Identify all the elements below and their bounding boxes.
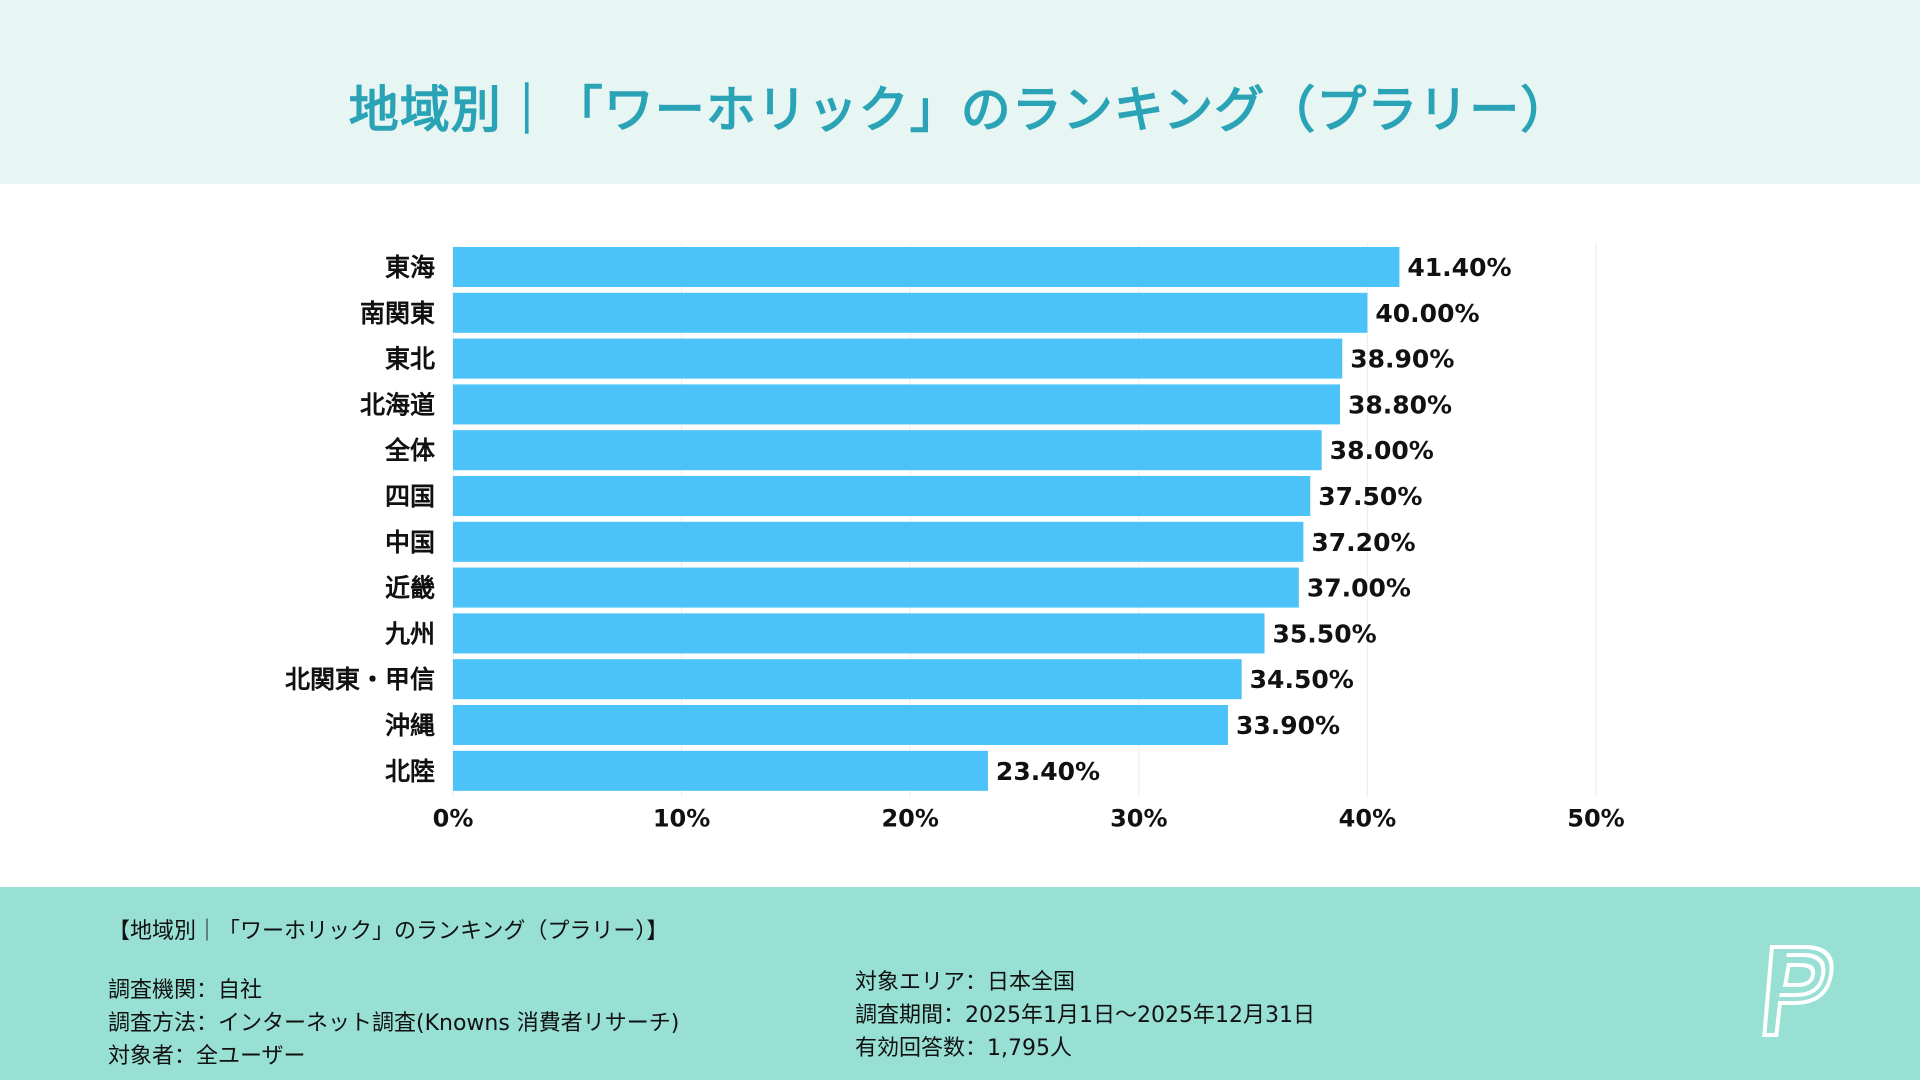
bar <box>453 613 1265 654</box>
brand-logo-icon <box>1762 945 1834 1037</box>
category-label: 沖縄 <box>385 711 435 740</box>
x-tick-label: 0% <box>433 805 474 833</box>
data-label: 23.40% <box>996 757 1100 786</box>
x-tick-label: 10% <box>653 805 710 833</box>
data-label: 38.90% <box>1350 345 1454 374</box>
data-label: 41.40% <box>1407 253 1511 282</box>
category-label: 全体 <box>384 436 436 465</box>
chart-title: 地域別｜「ワーホリック」のランキング（プラリー） <box>348 81 1572 139</box>
bar <box>453 247 1400 287</box>
data-label: 37.50% <box>1318 482 1422 511</box>
footer-right-2: 調査期間：2025年1月1日〜2025年12月31日 <box>855 1003 1315 1028</box>
x-tick-label: 50% <box>1567 805 1624 833</box>
data-label: 38.80% <box>1348 390 1452 419</box>
footer-left-2: 調査方法：インターネット調査(Knowns 消費者リサーチ) <box>108 1011 680 1036</box>
bar <box>453 521 1304 562</box>
footer: 【地域別｜「ワーホリック」のランキング（プラリー）】 調査機関：自社 調査方法：… <box>0 887 1920 1080</box>
category-label: 四国 <box>385 482 435 511</box>
bar <box>453 384 1340 425</box>
category-label: 北陸 <box>385 757 435 786</box>
category-label: 南関東 <box>360 299 435 328</box>
category-label: 九州 <box>384 619 435 648</box>
data-label: 40.00% <box>1375 299 1479 328</box>
x-tick-label: 40% <box>1339 805 1396 833</box>
bar <box>453 430 1322 471</box>
category-label: 北関東・甲信 <box>285 665 435 694</box>
footer-right-1: 対象エリア：日本全国 <box>855 970 1076 995</box>
bar <box>453 476 1311 516</box>
data-label: 38.00% <box>1330 436 1434 465</box>
bar <box>453 338 1343 379</box>
bar <box>453 659 1242 700</box>
x-tick-label: 20% <box>881 805 938 833</box>
header-band: 地域別｜「ワーホリック」のランキング（プラリー） <box>0 0 1920 184</box>
data-label: 33.90% <box>1236 711 1340 740</box>
footer-left-1: 調査機関：自社 <box>108 978 263 1003</box>
bar <box>453 292 1368 333</box>
footer-right-3: 有効回答数：1,795人 <box>855 1036 1072 1061</box>
category-label: 東海 <box>385 253 435 282</box>
category-label: 東北 <box>385 345 435 374</box>
data-label: 37.20% <box>1311 528 1415 557</box>
footer-title: 【地域別｜「ワーホリック」のランキング（プラリー）】 <box>108 919 669 944</box>
category-label: 中国 <box>385 528 435 557</box>
category-label: 北海道 <box>360 390 435 419</box>
bar <box>453 750 988 791</box>
footer-left-3: 対象者：全ユーザー <box>108 1044 306 1069</box>
data-label: 34.50% <box>1250 665 1354 694</box>
bar <box>453 567 1299 608</box>
bar-chart: 0% 10% 20% 30% 40% 50% 東海 41.40% 南関東 40.00% 東北 38.9… <box>285 243 1625 833</box>
bar <box>453 705 1228 745</box>
data-label: 35.50% <box>1273 619 1377 648</box>
x-tick-label: 30% <box>1110 805 1167 833</box>
data-label: 37.00% <box>1307 574 1411 603</box>
category-label: 近畿 <box>385 574 435 603</box>
